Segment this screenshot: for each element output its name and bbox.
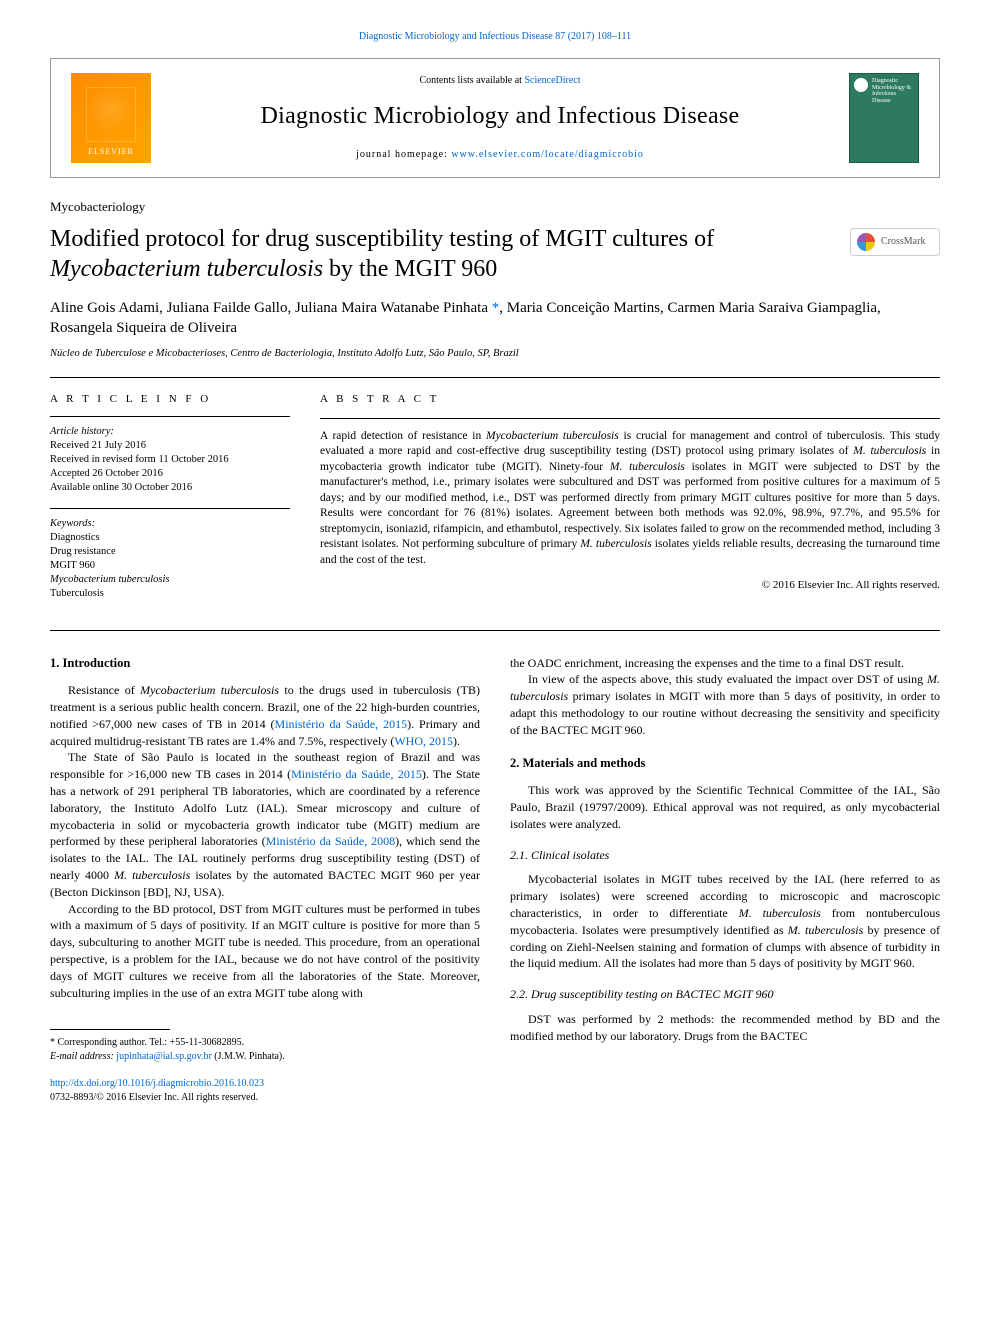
citation-link[interactable]: Ministério da Saúde, 2008 (266, 834, 396, 848)
crossmark-badge[interactable]: CrossMark (850, 228, 940, 256)
crossmark-label: CrossMark (881, 235, 925, 249)
article-info-heading: A R T I C L E I N F O (50, 392, 290, 407)
body-column-left: 1. Introduction Resistance of Mycobacter… (50, 655, 480, 1106)
abstract-heading: A B S T R A C T (320, 392, 940, 407)
divider-top (50, 377, 940, 378)
heading-dst: 2.2. Drug susceptibility testing on BACT… (510, 986, 940, 1003)
section-label: Mycobacteriology (50, 198, 940, 216)
email-link[interactable]: jupinhata@ial.sp.gov.br (114, 1051, 215, 1062)
keyword: Tuberculosis (50, 587, 290, 601)
heading-introduction: 1. Introduction (50, 655, 480, 673)
info-divider (50, 508, 290, 509)
methods-paragraph-1: This work was approved by the Scientific… (510, 782, 940, 832)
divider-bottom (50, 630, 940, 631)
accepted-date: Accepted 26 October 2016 (50, 467, 290, 481)
keywords-label: Keywords: (50, 517, 290, 531)
doi-link[interactable]: http://dx.doi.org/10.1016/j.diagmicrobio… (50, 1077, 480, 1091)
heading-methods: 2. Materials and methods (510, 755, 940, 773)
history-label: Article history: (50, 425, 290, 439)
keyword: MGIT 960 (50, 559, 290, 573)
received-date: Received 21 July 2016 (50, 439, 290, 453)
keyword: Mycobacterium tuberculosis (50, 573, 290, 587)
online-date: Available online 30 October 2016 (50, 481, 290, 495)
intro-continuation: the OADC enrichment, increasing the expe… (510, 655, 940, 672)
sciencedirect-link[interactable]: ScienceDirect (524, 75, 580, 86)
journal-cover-thumbnail: Diagnostic Microbiology & Infectious Dis… (849, 73, 919, 163)
citation-link[interactable]: Ministério da Saúde, 2015 (291, 767, 422, 781)
intro-paragraph-1: Resistance of Mycobacterium tuberculosis… (50, 682, 480, 749)
affiliation: Núcleo de Tuberculose e Micobacterioses,… (50, 347, 940, 362)
heading-clinical-isolates: 2.1. Clinical isolates (510, 847, 940, 864)
top-citation: Diagnostic Microbiology and Infectious D… (50, 30, 940, 44)
abstract-copyright: © 2016 Elsevier Inc. All rights reserved… (320, 578, 940, 593)
email-footnote: E-mail address: jupinhata@ial.sp.gov.br … (50, 1050, 480, 1064)
revised-date: Received in revised form 11 October 2016 (50, 453, 290, 467)
cover-title: Diagnostic Microbiology & Infectious Dis… (872, 78, 914, 104)
top-citation-link[interactable]: Diagnostic Microbiology and Infectious D… (359, 31, 631, 42)
crossmark-icon (857, 233, 875, 251)
keyword: Drug resistance (50, 545, 290, 559)
journal-homepage-link[interactable]: www.elsevier.com/locate/diagmicrobio (451, 149, 644, 160)
intro-paragraph-4: In view of the aspects above, this study… (510, 671, 940, 738)
header-center: Contents lists available at ScienceDirec… (151, 74, 849, 162)
elsevier-label: ELSEVIER (88, 146, 134, 157)
contents-line: Contents lists available at ScienceDirec… (171, 74, 829, 88)
bottom-info: http://dx.doi.org/10.1016/j.diagmicrobio… (50, 1077, 480, 1105)
clinical-isolates-paragraph: Mycobacterial isolates in MGIT tubes rec… (510, 871, 940, 972)
dst-paragraph: DST was performed by 2 methods: the reco… (510, 1011, 940, 1045)
intro-paragraph-2: The State of São Paulo is located in the… (50, 749, 480, 900)
article-info: A R T I C L E I N F O Article history: R… (50, 392, 290, 613)
authors: Aline Gois Adami, Juliana Failde Gallo, … (50, 298, 940, 339)
abstract-divider (320, 418, 940, 419)
citation-link[interactable]: WHO, 2015 (394, 734, 453, 748)
info-abstract-row: A R T I C L E I N F O Article history: R… (50, 392, 940, 613)
keyword: Diagnostics (50, 531, 290, 545)
keywords-block: Keywords: Diagnostics Drug resistance MG… (50, 517, 290, 602)
intro-paragraph-3: According to the BD protocol, DST from M… (50, 901, 480, 1002)
body-column-right: the OADC enrichment, increasing the expe… (510, 655, 940, 1106)
cover-badge-icon (854, 78, 868, 92)
info-divider (50, 416, 290, 417)
elsevier-logo: ELSEVIER (71, 73, 151, 163)
journal-homepage: journal homepage: www.elsevier.com/locat… (171, 148, 829, 162)
elsevier-tree-icon (86, 87, 136, 142)
abstract-column: A B S T R A C T A rapid detection of res… (320, 392, 940, 613)
article-history: Article history: Received 21 July 2016 R… (50, 425, 290, 496)
journal-name: Diagnostic Microbiology and Infectious D… (171, 100, 829, 134)
footnote-separator (50, 1029, 170, 1030)
corresponding-author-footnote: * Corresponding author. Tel.: +55-11-306… (50, 1036, 480, 1050)
abstract-text: A rapid detection of resistance in Mycob… (320, 429, 940, 569)
citation-link[interactable]: Ministério da Saúde, 2015 (275, 717, 408, 731)
article-title: Modified protocol for drug susceptibilit… (50, 224, 940, 284)
issn-copyright: 0732-8893/© 2016 Elsevier Inc. All right… (50, 1091, 480, 1105)
body-columns: 1. Introduction Resistance of Mycobacter… (50, 655, 940, 1106)
journal-header: ELSEVIER Contents lists available at Sci… (50, 58, 940, 178)
footnotes: * Corresponding author. Tel.: +55-11-306… (50, 1036, 480, 1063)
